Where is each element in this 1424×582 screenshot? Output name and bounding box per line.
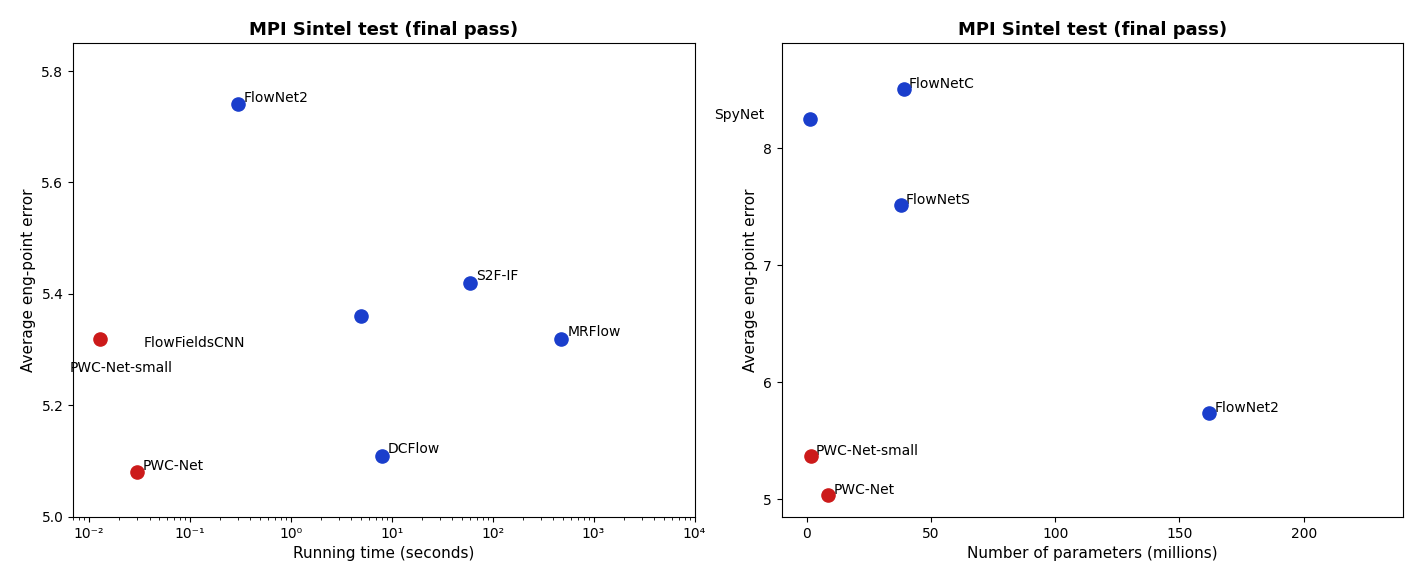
Text: FlowNetS: FlowNetS [906,193,971,207]
Point [88,334,111,343]
Text: FlowNet2: FlowNet2 [244,91,309,105]
Text: PWC-Net: PWC-Net [833,483,894,497]
Point [550,334,572,343]
Y-axis label: Average eng-point error: Average eng-point error [742,189,758,372]
Text: MRFlow: MRFlow [568,325,621,339]
Point [459,278,481,288]
Y-axis label: Average eng-point error: Average eng-point error [21,189,36,372]
Point [890,200,913,210]
Text: DCFlow: DCFlow [387,442,440,456]
Text: PWC-Net: PWC-Net [142,459,204,473]
Point [125,468,148,477]
Point [800,452,823,461]
Point [1198,408,1220,417]
Text: FlowFieldsCNN: FlowFieldsCNN [144,336,245,350]
Text: FlowNetC: FlowNetC [909,77,974,91]
Point [350,311,373,321]
X-axis label: Running time (seconds): Running time (seconds) [293,546,474,561]
Title: MPI Sintel test (final pass): MPI Sintel test (final pass) [249,21,518,39]
Title: MPI Sintel test (final pass): MPI Sintel test (final pass) [958,21,1227,39]
Text: FlowNet2: FlowNet2 [1215,401,1279,415]
Point [226,100,249,109]
Text: PWC-Net-small: PWC-Net-small [70,361,172,375]
Text: SpyNet: SpyNet [713,108,765,122]
Text: PWC-Net-small: PWC-Net-small [816,445,918,459]
Point [370,451,393,460]
Text: S2F-IF: S2F-IF [476,269,518,283]
Point [893,84,916,94]
Point [817,490,840,499]
X-axis label: Number of parameters (millions): Number of parameters (millions) [967,546,1218,561]
Point [799,115,822,124]
